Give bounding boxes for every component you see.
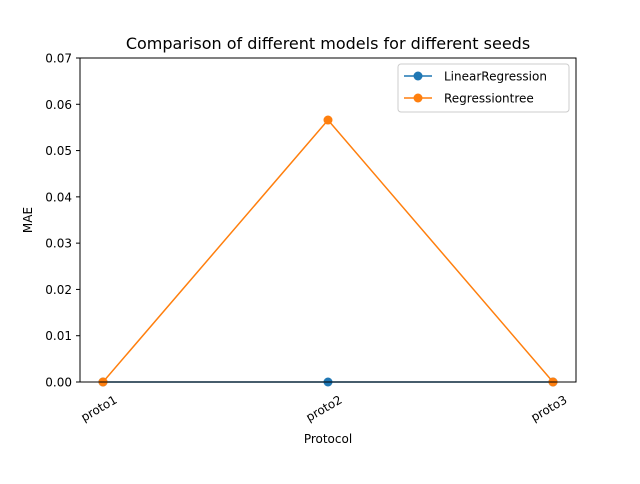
- plot-frame: [79, 57, 577, 383]
- y-tick-label: 0.04: [45, 190, 72, 204]
- chart-title: Comparison of different models for diffe…: [126, 34, 530, 53]
- y-axis-label: MAE: [21, 207, 35, 233]
- y-tick-label: 0.03: [45, 237, 72, 251]
- x-axis-label: Protocol: [304, 432, 352, 446]
- legend-box: [397, 63, 570, 113]
- y-tick-label: 0.07: [45, 52, 72, 66]
- legend-marker-linearregression: [413, 71, 423, 81]
- y-tick-label: 0.00: [45, 376, 72, 390]
- data-point-regressiontree: [323, 115, 333, 125]
- y-tick-label: 0.02: [45, 283, 72, 297]
- legend-label-linearregression: LinearRegression: [444, 70, 547, 84]
- y-tick-label: 0.05: [45, 144, 72, 158]
- legend-label-regressiontree: Regressiontree: [444, 92, 534, 106]
- legend: LinearRegression Regressiontree: [397, 63, 570, 113]
- legend-marker-regressiontree: [413, 93, 423, 103]
- y-tick-label: 0.06: [45, 98, 72, 112]
- y-tick-label: 0.01: [45, 329, 72, 343]
